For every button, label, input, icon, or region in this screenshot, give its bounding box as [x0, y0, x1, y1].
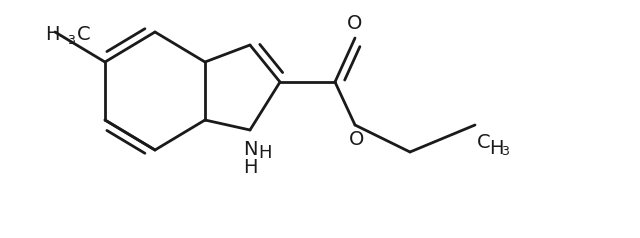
Text: 3: 3: [67, 34, 75, 46]
Text: C: C: [77, 25, 91, 44]
Text: H: H: [489, 139, 504, 158]
Text: N: N: [243, 140, 257, 159]
Text: O: O: [348, 14, 363, 33]
Text: 3: 3: [501, 145, 509, 158]
Text: O: O: [349, 130, 365, 149]
Text: H: H: [258, 144, 271, 162]
Text: C: C: [477, 133, 491, 152]
Text: H: H: [243, 158, 257, 177]
Text: H: H: [45, 25, 60, 44]
